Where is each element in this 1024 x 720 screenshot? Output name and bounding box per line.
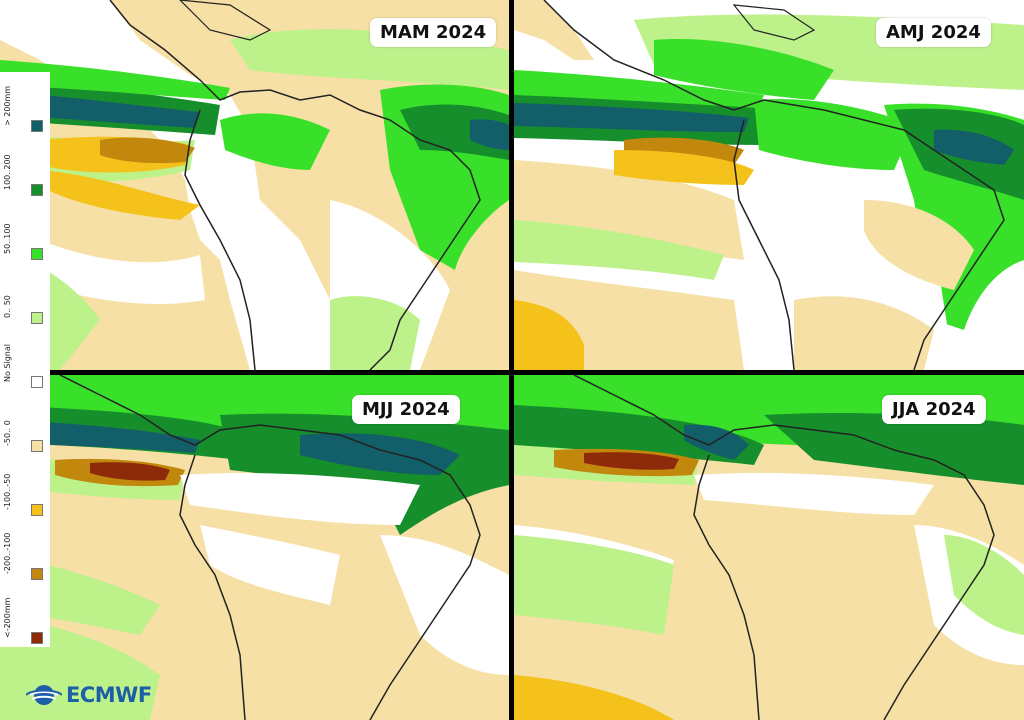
legend-item: > 200mm (0, 72, 50, 134)
legend-swatch (31, 568, 43, 580)
panel-divider-vertical (509, 0, 514, 720)
legend-label: > 200mm (3, 85, 12, 126)
panel-title: AMJ 2024 (876, 18, 991, 47)
map-mam (0, 0, 509, 370)
legend-label: 0.. 50 (3, 295, 12, 318)
map-panel-mam: MAM 2024 (0, 0, 509, 370)
legend-label: -100..-50 (3, 473, 12, 510)
legend-label: 50..100 (3, 223, 12, 254)
legend-item: -50.. 0 (0, 392, 50, 454)
legend-item: No Signal (0, 328, 50, 390)
legend-item: -200..-100 (0, 520, 50, 582)
legend-swatch (31, 120, 43, 132)
ecmwf-logo: ECMWF (26, 680, 152, 710)
legend-swatch (31, 184, 43, 196)
map-jja (514, 375, 1024, 720)
legend: > 200mm 100..200 50..100 0.. 50 No Signa… (0, 72, 50, 647)
legend-item: 0.. 50 (0, 264, 50, 326)
ecmwf-logo-text: ECMWF (66, 683, 152, 707)
legend-item: 50..100 (0, 200, 50, 262)
legend-swatch (31, 440, 43, 452)
legend-label: No Signal (3, 344, 12, 382)
legend-swatch (31, 248, 43, 260)
panel-title: MAM 2024 (370, 18, 497, 47)
map-panel-jja: JJA 2024 (514, 375, 1024, 720)
map-mjj (0, 375, 509, 720)
map-panel-amj: AMJ 2024 (514, 0, 1024, 370)
panel-divider-horizontal (0, 370, 1024, 375)
legend-label: <-200mm (3, 597, 12, 638)
legend-item: -100..-50 (0, 456, 50, 518)
legend-swatch (31, 504, 43, 516)
legend-label: -200..-100 (3, 532, 12, 574)
legend-swatch (31, 312, 43, 324)
legend-swatch (31, 376, 43, 388)
legend-item: <-200mm (0, 584, 50, 646)
panel-title: JJA 2024 (882, 395, 986, 424)
ecmwf-logo-icon (26, 685, 62, 705)
legend-label: -50.. 0 (3, 420, 12, 446)
map-amj (514, 0, 1024, 370)
legend-label: 100..200 (3, 154, 12, 190)
legend-swatch (31, 632, 43, 644)
legend-item: 100..200 (0, 136, 50, 198)
panel-title: MJJ 2024 (352, 395, 460, 424)
map-panel-mjj: MJJ 2024 (0, 375, 509, 720)
